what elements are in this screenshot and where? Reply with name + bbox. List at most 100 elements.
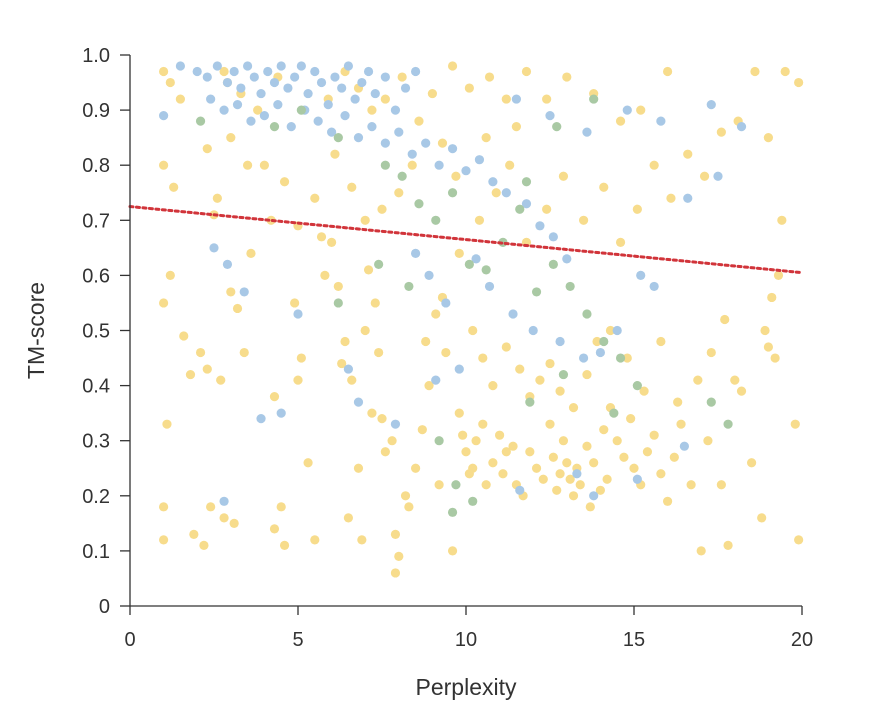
data-point (454, 408, 464, 418)
data-point (568, 403, 579, 413)
data-point (256, 88, 266, 99)
data-point (232, 99, 243, 110)
data-point (589, 458, 599, 468)
data-point (484, 72, 495, 82)
data-point (343, 61, 353, 71)
data-point (501, 447, 511, 457)
data-point (377, 414, 387, 424)
data-point (773, 270, 784, 280)
data-point (595, 347, 606, 358)
data-point (421, 138, 431, 148)
y-axis-ticks: 0 0.1 0.2 0.3 0.4 0.5 0.6 0.7 0.8 0.9 1.0 (82, 45, 130, 618)
data-point (370, 88, 380, 99)
y-tick-label: 0.5 (82, 321, 110, 343)
data-point (464, 83, 474, 93)
data-point (159, 535, 169, 545)
data-point (431, 215, 441, 225)
data-point (387, 436, 397, 446)
x-tick-label: 10 (455, 629, 477, 651)
data-point (508, 441, 518, 451)
data-point (642, 447, 653, 457)
data-point (595, 485, 606, 495)
data-point (330, 72, 340, 82)
data-point (491, 188, 501, 198)
data-point (736, 122, 747, 132)
data-point (794, 77, 804, 88)
data-point (226, 133, 236, 143)
data-point (464, 469, 474, 479)
data-point (589, 491, 599, 501)
data-point (535, 221, 545, 231)
data-point (585, 502, 595, 512)
data-point (605, 325, 616, 336)
data-point (562, 254, 572, 264)
data-point (730, 375, 740, 385)
data-point (683, 149, 693, 159)
data-point (249, 72, 259, 82)
data-point (447, 507, 458, 517)
data-point (259, 160, 269, 170)
data-point (626, 414, 636, 424)
data-point (353, 463, 364, 473)
data-point (333, 298, 343, 308)
data-point (760, 325, 770, 336)
data-point (454, 364, 464, 374)
data-point (333, 133, 343, 143)
data-point (673, 397, 683, 407)
data-point (212, 193, 222, 203)
data-point (394, 551, 404, 562)
data-point (427, 88, 437, 99)
data-point (273, 99, 283, 110)
data-point (572, 469, 582, 479)
data-point (296, 353, 306, 363)
data-point (397, 72, 407, 82)
data-point (246, 248, 256, 258)
data-point (367, 122, 377, 132)
data-point (501, 188, 511, 198)
data-point (468, 325, 478, 336)
x-axis-ticks: 0 5 10 15 20 (124, 606, 813, 651)
data-point (521, 199, 532, 209)
data-point (716, 480, 726, 490)
data-point (219, 105, 229, 115)
data-point (404, 502, 414, 512)
y-tick-label: 0.1 (82, 541, 110, 563)
data-point (390, 568, 401, 578)
data-point (347, 182, 357, 192)
data-point (159, 160, 169, 170)
data-point (478, 353, 488, 363)
data-point (206, 502, 216, 512)
data-point (562, 458, 572, 468)
data-point (451, 171, 461, 181)
data-point (360, 215, 370, 225)
data-point (222, 259, 233, 269)
data-point (447, 144, 458, 154)
data-point (763, 133, 774, 143)
data-point (222, 77, 233, 88)
data-point (706, 99, 716, 110)
data-point (431, 309, 441, 319)
data-point (488, 381, 498, 391)
data-point (599, 336, 609, 347)
data-point (437, 138, 448, 148)
data-point (757, 513, 767, 523)
data-point (159, 298, 169, 308)
data-point (159, 111, 169, 121)
data-point (545, 358, 555, 369)
data-point (736, 386, 747, 396)
data-point (165, 270, 175, 280)
data-point (639, 386, 649, 396)
data-point (320, 270, 330, 280)
data-point (390, 105, 401, 115)
data-point (209, 243, 219, 253)
data-point (589, 94, 599, 104)
data-point (390, 419, 401, 429)
data-point (310, 535, 320, 545)
data-point (434, 436, 444, 446)
data-point (568, 491, 579, 501)
data-point (380, 138, 390, 148)
data-point (622, 105, 632, 115)
data-point (269, 77, 280, 88)
data-point (548, 259, 558, 269)
data-point (542, 94, 552, 104)
